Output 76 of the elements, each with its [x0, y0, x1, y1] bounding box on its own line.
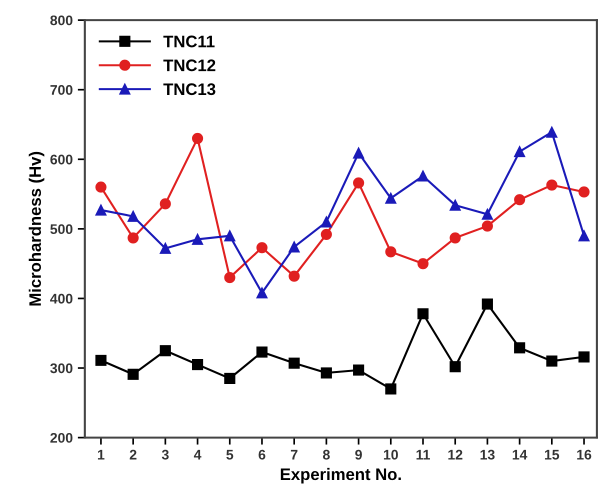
point [192, 234, 204, 245]
x-tick-label: 10 [384, 450, 398, 460]
point [128, 232, 139, 244]
point [450, 361, 461, 372]
point [482, 208, 493, 220]
point [224, 272, 236, 284]
x-tick-label: 8 [322, 450, 330, 460]
point [482, 298, 493, 310]
legend-label: TNC12 [163, 59, 216, 72]
point [546, 356, 558, 367]
point [450, 232, 461, 244]
point [320, 228, 332, 240]
x-tick-label: 1 [98, 450, 104, 460]
point [128, 210, 139, 222]
point [288, 270, 300, 282]
point [256, 287, 268, 298]
x-tick-label: 16 [577, 450, 592, 460]
point [353, 364, 364, 376]
x-tick-label: 3 [162, 450, 169, 460]
point [160, 345, 171, 356]
x-tick-label: 7 [290, 450, 298, 460]
point [95, 182, 106, 193]
point [160, 198, 171, 210]
y-tick-label: 500 [50, 224, 72, 234]
point [385, 192, 396, 204]
y-tick-label: 600 [50, 154, 72, 164]
point [417, 308, 429, 320]
point [353, 177, 364, 188]
point [256, 346, 268, 358]
point [288, 358, 300, 369]
point [224, 230, 236, 242]
point [546, 179, 558, 191]
point [514, 342, 526, 354]
point [578, 186, 590, 198]
point [578, 230, 590, 242]
point [320, 216, 332, 228]
x-tick-label: 14 [512, 450, 528, 460]
point [417, 258, 429, 270]
point [385, 383, 396, 394]
point [224, 372, 236, 384]
x-tick-label: 5 [226, 450, 234, 460]
y-tick-label: 700 [50, 85, 72, 95]
point [256, 242, 268, 254]
point [320, 367, 332, 378]
y-tick-label: 400 [50, 294, 72, 304]
x-axis-title: Experiment No. [280, 468, 401, 484]
x-tick-label: 12 [448, 450, 462, 460]
point [546, 126, 558, 138]
point [450, 200, 461, 211]
x-tick-label: 9 [355, 450, 362, 460]
point [192, 132, 204, 144]
x-tick-label: 2 [130, 450, 136, 460]
point [385, 246, 396, 258]
y-tick-label: 200 [50, 432, 72, 443]
y-axis-title: Microhardness (Hv) [28, 152, 44, 306]
point [95, 354, 106, 366]
point [288, 241, 300, 253]
point [128, 368, 139, 380]
y-tick-label: 800 [50, 15, 72, 26]
legend-label: TNC13 [163, 83, 216, 96]
point [514, 194, 526, 206]
point [514, 146, 526, 158]
point [578, 351, 590, 362]
point [482, 220, 493, 232]
x-tick-label: 13 [480, 450, 495, 460]
point [353, 147, 364, 159]
x-tick-label: 15 [544, 450, 560, 460]
legend-label: TNC11 [163, 36, 215, 48]
x-tick-label: 6 [258, 450, 266, 460]
x-tick-label: 11 [416, 450, 430, 460]
point [95, 204, 106, 216]
point [160, 242, 171, 254]
point [192, 358, 204, 370]
point [417, 170, 429, 182]
x-tick-label: 4 [194, 450, 202, 460]
y-tick-label: 300 [50, 363, 72, 374]
